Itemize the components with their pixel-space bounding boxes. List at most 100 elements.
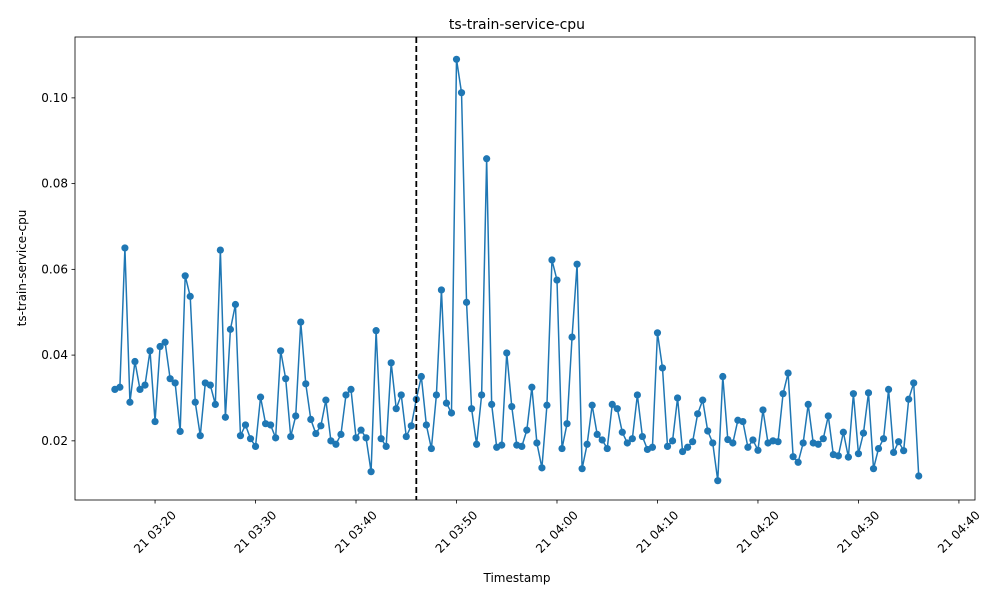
data-point <box>447 409 456 417</box>
data-point <box>307 415 315 424</box>
data-point <box>724 435 732 444</box>
data-point <box>603 444 611 453</box>
data-point <box>146 347 154 355</box>
x-tick-label: 21 04:40 <box>935 508 983 556</box>
data-point <box>392 405 400 413</box>
data-point <box>628 435 636 443</box>
data-point <box>678 447 687 456</box>
data-point <box>623 439 631 447</box>
data-point <box>684 443 692 451</box>
data-point <box>528 383 536 391</box>
data-point <box>251 442 260 451</box>
data-point <box>588 401 596 409</box>
x-tick-label: 21 03:40 <box>332 508 380 556</box>
data-point <box>452 55 461 63</box>
data-point <box>256 393 265 401</box>
data-point <box>377 435 385 443</box>
data-point <box>211 400 219 408</box>
data-point <box>523 426 531 434</box>
data-point <box>653 329 662 337</box>
data-point <box>277 347 285 355</box>
data-point <box>869 465 878 473</box>
data-point <box>302 380 310 388</box>
data-point <box>231 300 240 309</box>
data-point <box>754 446 762 454</box>
data-point <box>141 381 149 389</box>
data-point <box>161 338 169 346</box>
data-point <box>498 441 506 449</box>
data-point <box>226 325 235 333</box>
data-point <box>884 385 893 393</box>
data-point <box>533 439 541 447</box>
y-tick-label: 0.10 <box>41 91 68 105</box>
data-point <box>488 400 496 408</box>
data-point <box>719 372 727 381</box>
data-point <box>538 464 546 472</box>
data-point <box>352 434 360 442</box>
data-point <box>729 439 737 447</box>
data-point <box>347 385 355 393</box>
data-point <box>312 429 320 438</box>
data-point <box>548 256 556 264</box>
data-point <box>900 447 908 455</box>
data-point <box>473 440 481 448</box>
data-point <box>814 440 822 448</box>
data-point <box>518 442 526 451</box>
data-point <box>608 400 616 408</box>
data-point <box>427 444 435 453</box>
data-point <box>467 405 476 413</box>
data-point <box>759 406 767 414</box>
data-point <box>327 437 335 445</box>
data-point <box>849 390 858 398</box>
data-point <box>417 372 425 381</box>
data-point <box>573 260 581 268</box>
data-point <box>774 438 782 446</box>
data-point <box>618 428 626 436</box>
data-point <box>613 405 621 413</box>
data-point <box>704 427 712 435</box>
x-axis-label: Timestamp <box>483 571 551 585</box>
data-point <box>779 390 787 398</box>
data-point <box>638 432 646 441</box>
data-point <box>668 437 677 445</box>
data-point <box>478 391 486 399</box>
data-point <box>191 398 199 406</box>
data-point <box>543 401 551 409</box>
data-point <box>337 430 345 439</box>
data-point <box>442 399 451 407</box>
data-point <box>166 375 174 383</box>
x-tick-label: 21 03:20 <box>131 508 179 556</box>
data-point <box>689 438 697 446</box>
y-tick-label: 0.06 <box>41 262 68 276</box>
data-point <box>246 435 255 443</box>
data-point <box>131 357 139 366</box>
data-point <box>317 422 325 430</box>
data-point <box>397 391 405 399</box>
data-point <box>839 428 847 436</box>
data-point <box>658 364 667 372</box>
y-tick-label: 0.04 <box>41 348 68 362</box>
data-point <box>890 448 898 457</box>
data-point <box>744 443 752 451</box>
data-point <box>874 444 883 453</box>
data-line <box>114 59 920 481</box>
data-point <box>181 272 189 280</box>
data-point <box>709 439 717 447</box>
y-axis-label: ts-train-service-cpu <box>15 210 29 327</box>
data-point <box>503 349 511 357</box>
data-point <box>593 430 601 439</box>
data-point <box>116 383 124 391</box>
x-tick-label: 21 03:50 <box>433 508 481 556</box>
data-point <box>854 450 863 458</box>
data-point <box>749 436 757 444</box>
data-point <box>859 429 868 437</box>
data-point <box>633 391 641 399</box>
x-tick-label: 21 04:20 <box>734 508 782 556</box>
data-point <box>794 458 802 466</box>
data-point <box>437 286 446 294</box>
data-point <box>402 432 410 441</box>
data-point <box>272 434 280 442</box>
data-point <box>598 436 606 444</box>
data-point <box>568 333 576 341</box>
data-point <box>362 434 370 442</box>
